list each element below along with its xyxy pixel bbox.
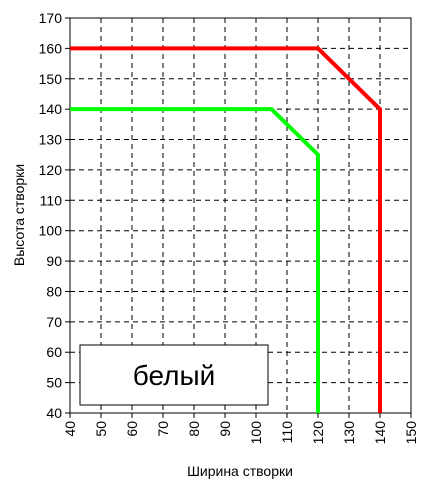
x-tick-label: 120 (310, 421, 326, 445)
x-tick-label: 100 (248, 421, 264, 445)
x-tick-label: 50 (93, 421, 109, 437)
y-tick-label: 60 (46, 344, 62, 360)
x-tick-label: 110 (279, 421, 295, 444)
line (70, 107, 320, 413)
x-tick-label: 130 (341, 421, 357, 445)
annotation-box (79, 344, 269, 406)
x-tick-label: 150 (403, 421, 419, 445)
x-tick-label: 70 (155, 421, 171, 437)
y-axis-label: Высота створки (11, 164, 27, 266)
y-tick-label: 50 (46, 375, 62, 391)
y-tick-label: 140 (39, 101, 63, 117)
x-tick-label: 60 (124, 421, 140, 437)
y-tick-label: 70 (46, 314, 62, 330)
y-tick-label: 40 (46, 405, 62, 421)
y-tick-label: 110 (40, 192, 63, 208)
x-tick-label: 140 (372, 421, 388, 445)
y-tick-label: 90 (46, 253, 62, 269)
x-tick-label: 80 (186, 421, 202, 437)
y-tick-label: 160 (39, 40, 63, 56)
y-tick-label: 120 (39, 162, 63, 178)
annotation: белый (133, 360, 215, 391)
line (70, 46, 382, 413)
y-tick-label: 100 (39, 223, 63, 239)
y-tick-label: 80 (46, 283, 62, 299)
y-tick-label: 150 (39, 71, 63, 87)
x-tick-label: 90 (217, 421, 233, 437)
x-tick-label: 40 (62, 421, 78, 437)
y-tick-label: 130 (39, 132, 63, 148)
plot-frame (69, 17, 412, 414)
x-axis-label: Ширина створки (187, 463, 293, 479)
y-tick-label: 170 (39, 10, 63, 26)
